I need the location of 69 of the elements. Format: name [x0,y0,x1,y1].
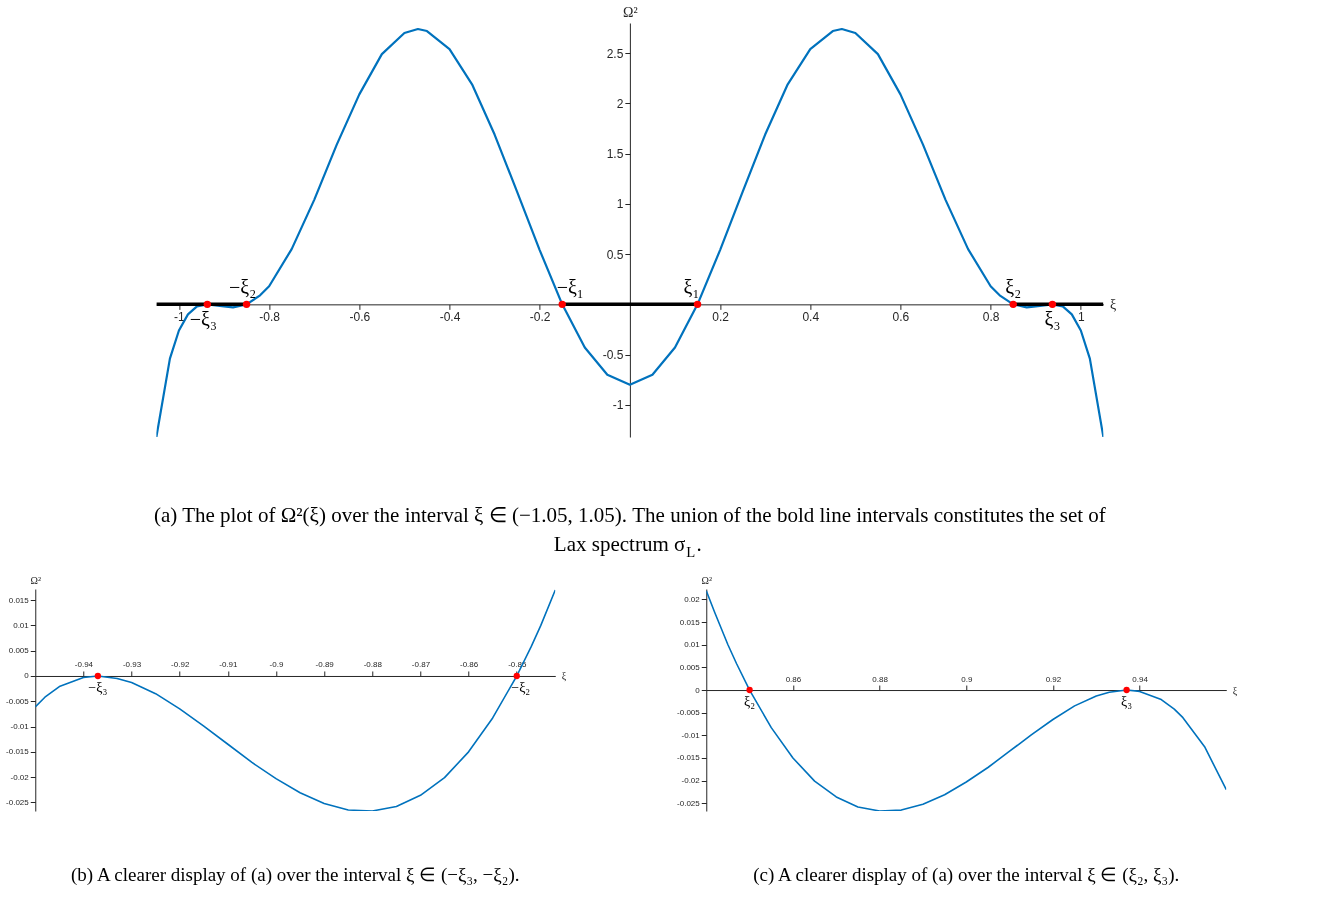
annotation: ξ₃ [1044,308,1061,331]
x-tick-label: -1 [174,309,186,324]
x-tick-label: -0.93 [122,660,142,670]
y-tick-label: -0.025 [6,797,30,807]
y-tick-label: -0.02 [681,776,701,786]
y-tick-label: 1 [616,197,624,212]
x-axis-title: ξ [1109,296,1117,312]
annotation: −ξ₃ [88,679,108,695]
y-tick-label: 0.005 [679,662,701,672]
x-tick-label: -0.6 [349,309,371,324]
x-tick-label: -0.86 [459,660,479,670]
x-axis-title: ξ [561,670,567,683]
x-tick-label: -0.91 [219,660,239,670]
x-tick-label: -0.89 [315,660,335,670]
annotation: ξ₂ [1005,276,1022,299]
x-tick-label: -0.87 [411,660,431,670]
x-axis-title: ξ [1232,684,1238,697]
annotation: ξ₁ [683,276,700,299]
y-axis-title: Ω² [30,574,41,586]
line-series [156,27,1104,437]
y-tick-label: 0.01 [684,640,701,650]
y-tick-label: -0.005 [6,696,30,706]
x-tick-label: 0.88 [872,674,889,684]
y-tick-label: -0.005 [677,708,701,718]
y-tick-label: 0 [695,685,701,695]
x-tick-label: 0.2 [712,309,730,324]
annotation: −ξ₃ [189,308,217,331]
x-tick-label: -0.4 [439,309,461,324]
y-tick-label: 0.01 [13,620,30,630]
annotation: ξ₂ [744,694,756,710]
x-tick-label: -0.88 [363,660,383,670]
y-tick-label: -0.02 [10,772,30,782]
y-tick-label: 0.015 [8,595,30,605]
x-tick-label: 0.92 [1045,674,1062,684]
y-tick-label: -0.025 [677,798,701,808]
y-tick-label: -0.015 [6,747,30,757]
y-tick-label: -0.01 [681,730,701,740]
y-tick-label: 0 [24,671,30,681]
x-tick-label: 0.9 [961,674,973,684]
x-tick-label: 0.94 [1132,674,1149,684]
y-tick-label: 0.5 [606,247,624,262]
x-tick-label: -0.92 [171,660,190,670]
y-tick-label: 2.5 [606,46,624,61]
x-tick-label: 0.8 [982,309,1000,324]
y-tick-label: 0.02 [684,594,701,604]
x-tick-label: -0.8 [259,309,281,324]
x-tick-label: 0.6 [892,309,910,324]
x-tick-label: 0.86 [785,674,802,684]
x-tick-label: -0.94 [74,660,94,670]
y-axis-title: Ω² [623,4,638,20]
x-tick-label: 0.4 [802,309,820,324]
x-tick-label: 1 [1077,309,1085,324]
y-axis-title: Ω² [701,574,712,586]
annotation: ξ₃ [1121,694,1133,710]
x-tick-label: -0.2 [529,309,551,324]
annotation: −ξ₁ [556,276,584,299]
y-tick-label: -1 [612,398,624,413]
annotation: −ξ₂ [511,679,531,695]
y-tick-label: -0.015 [677,753,701,763]
y-tick-label: 0.005 [8,646,30,656]
y-tick-label: -0.5 [602,348,624,363]
x-tick-label: -0.9 [269,660,284,670]
y-tick-label: 2 [616,96,624,111]
y-tick-label: 1.5 [606,147,624,162]
annotation: −ξ₂ [228,276,257,299]
text: (b) A clearer display of (a) over the interval ξ ∈ (−ξ₃, −ξ₂). [71,864,520,886]
text: (c) A clearer display of (a) over the interval ξ ∈ (ξ₂, ξ₃). [753,864,1180,886]
y-tick-label: -0.01 [10,722,30,732]
y-tick-label: 0.015 [679,617,701,627]
